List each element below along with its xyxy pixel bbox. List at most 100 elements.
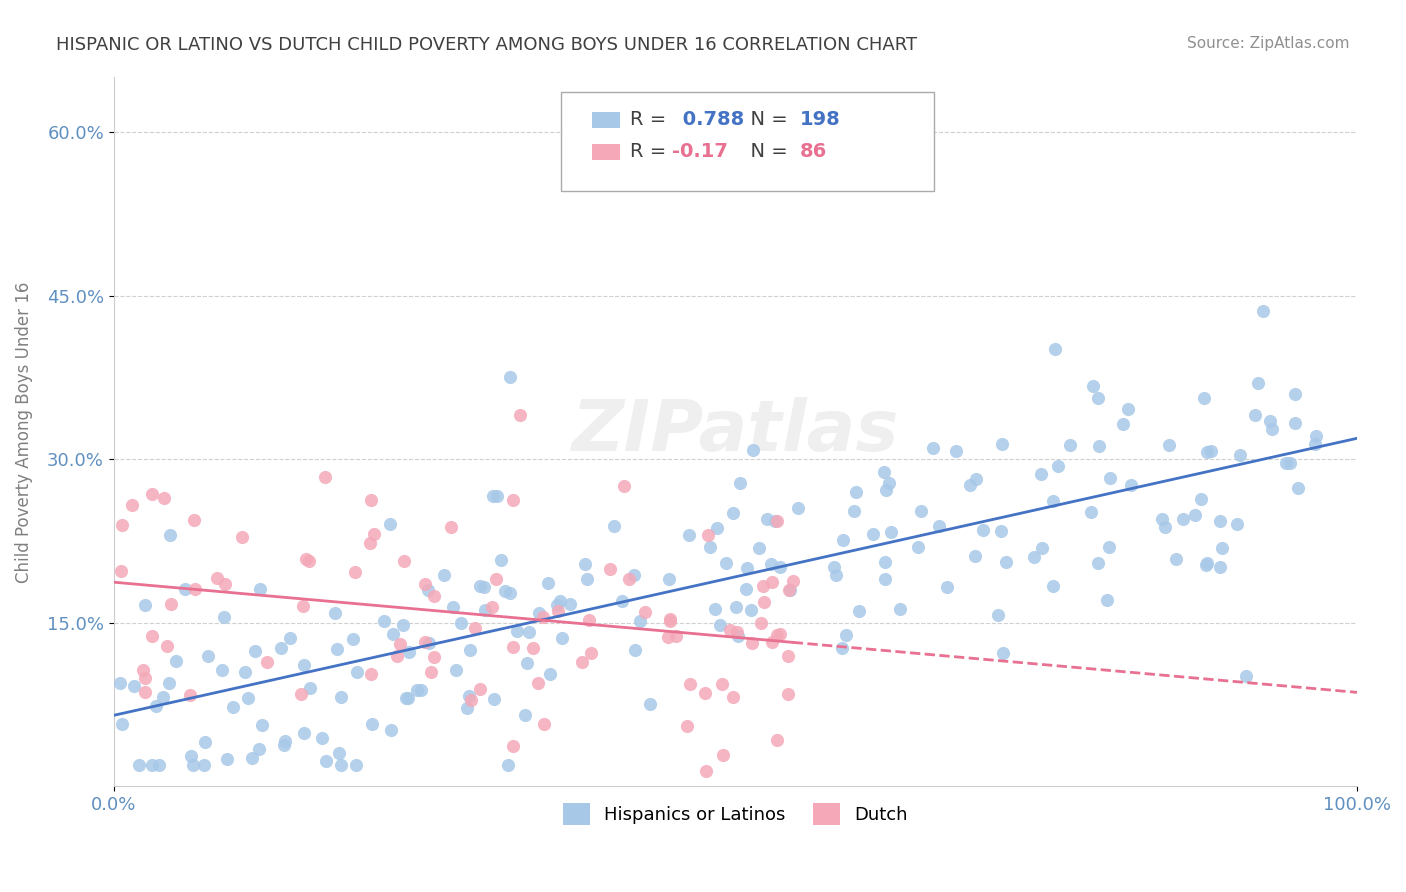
Point bbox=[1192, 391, 1215, 405]
Point bbox=[450, 616, 472, 631]
Point bbox=[1081, 379, 1104, 393]
Point bbox=[1059, 438, 1081, 452]
Point bbox=[1194, 558, 1216, 572]
Point bbox=[1211, 541, 1233, 556]
Legend: Hispanics or Latinos, Dutch: Hispanics or Latinos, Dutch bbox=[554, 794, 917, 834]
Point bbox=[741, 636, 763, 650]
Point bbox=[965, 472, 987, 486]
Point bbox=[240, 751, 263, 765]
Point bbox=[458, 643, 481, 657]
Point bbox=[326, 642, 349, 657]
Point bbox=[1284, 416, 1306, 430]
Point bbox=[769, 626, 792, 640]
Point bbox=[274, 734, 297, 748]
Point bbox=[482, 692, 505, 706]
Point bbox=[558, 598, 581, 612]
Point bbox=[470, 681, 492, 696]
Point bbox=[270, 641, 292, 656]
Point bbox=[110, 564, 132, 578]
Point bbox=[537, 575, 560, 590]
Point bbox=[134, 684, 156, 698]
Point bbox=[716, 556, 738, 570]
Point bbox=[706, 521, 728, 535]
Point bbox=[1164, 552, 1187, 566]
Point bbox=[1303, 436, 1326, 450]
Point bbox=[1171, 512, 1194, 526]
Point bbox=[457, 689, 479, 703]
Point bbox=[659, 612, 682, 626]
Point bbox=[413, 634, 436, 648]
Point bbox=[409, 683, 432, 698]
Point bbox=[111, 517, 134, 532]
Point bbox=[522, 641, 544, 656]
Point bbox=[392, 617, 415, 632]
Point bbox=[474, 580, 496, 594]
Point bbox=[742, 442, 765, 457]
Point bbox=[516, 656, 538, 670]
Point bbox=[778, 582, 800, 597]
Point bbox=[748, 541, 770, 555]
Point bbox=[243, 644, 266, 658]
Point bbox=[152, 690, 174, 705]
Text: ZIPatlas: ZIPatlas bbox=[572, 398, 898, 467]
Point bbox=[1208, 560, 1230, 574]
Point bbox=[734, 582, 756, 596]
Point bbox=[723, 690, 745, 704]
Point bbox=[378, 516, 401, 531]
Point bbox=[361, 716, 384, 731]
Point bbox=[578, 614, 600, 628]
Point bbox=[718, 623, 741, 637]
Point bbox=[889, 602, 911, 616]
Point bbox=[1087, 556, 1109, 570]
Point bbox=[387, 648, 409, 663]
Point bbox=[704, 601, 727, 615]
Point bbox=[392, 554, 415, 568]
Point bbox=[740, 602, 762, 616]
Point bbox=[1157, 438, 1180, 452]
Point bbox=[972, 523, 994, 537]
Point bbox=[217, 752, 239, 766]
Point bbox=[907, 541, 929, 555]
Point bbox=[994, 555, 1017, 569]
Point bbox=[330, 757, 353, 772]
Point bbox=[292, 658, 315, 673]
Point bbox=[766, 733, 789, 747]
Point bbox=[314, 469, 336, 483]
Point bbox=[571, 655, 593, 669]
Text: N =: N = bbox=[738, 111, 794, 129]
Point bbox=[252, 718, 274, 732]
Point bbox=[875, 573, 897, 587]
Point bbox=[328, 747, 350, 761]
Point bbox=[298, 554, 321, 568]
Point bbox=[1305, 429, 1327, 443]
Point bbox=[273, 738, 295, 752]
Point bbox=[875, 483, 897, 497]
Point bbox=[236, 690, 259, 705]
Point bbox=[344, 757, 367, 772]
Point bbox=[1098, 540, 1121, 554]
Point bbox=[547, 604, 569, 618]
Point bbox=[1279, 456, 1302, 470]
Point bbox=[1087, 439, 1109, 453]
Point bbox=[991, 646, 1014, 660]
Point bbox=[193, 734, 215, 748]
Point bbox=[831, 641, 853, 656]
Point bbox=[494, 584, 516, 599]
Point bbox=[657, 630, 679, 644]
Point bbox=[1184, 508, 1206, 523]
Point bbox=[842, 504, 865, 518]
Text: HISPANIC OR LATINO VS DUTCH CHILD POVERTY AMONG BOYS UNDER 16 CORRELATION CHART: HISPANIC OR LATINO VS DUTCH CHILD POVERT… bbox=[56, 36, 917, 54]
Point bbox=[875, 555, 897, 569]
Point bbox=[763, 514, 786, 528]
Point bbox=[1024, 550, 1046, 565]
Point bbox=[963, 549, 986, 563]
Point bbox=[823, 559, 845, 574]
Point bbox=[730, 475, 752, 490]
Point bbox=[786, 501, 808, 516]
Point bbox=[180, 749, 202, 764]
Point bbox=[1275, 456, 1298, 470]
Point bbox=[835, 628, 858, 642]
Text: R =: R = bbox=[630, 143, 672, 161]
Point bbox=[579, 646, 602, 660]
Point bbox=[752, 579, 775, 593]
